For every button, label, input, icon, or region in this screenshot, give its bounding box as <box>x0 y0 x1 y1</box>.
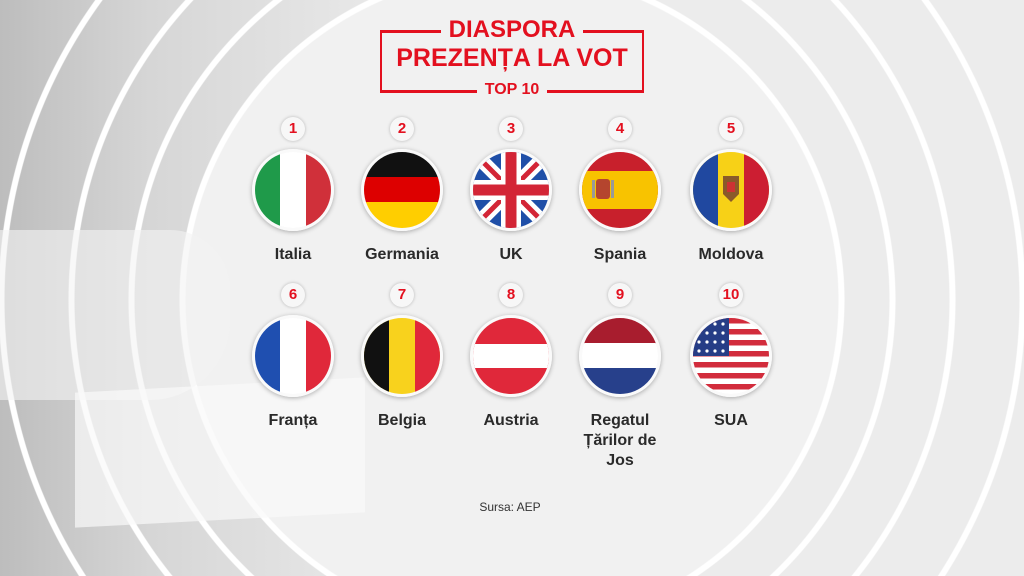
germany-flag-icon <box>361 149 443 231</box>
italy-flag-icon <box>252 149 334 231</box>
country-item: 8 Austria <box>459 283 563 431</box>
title-line1: DIASPORA <box>440 16 584 43</box>
country-name: Austria <box>483 412 539 429</box>
rank-badge: 10 <box>719 283 743 307</box>
country-name: Italia <box>274 246 312 263</box>
rank-badge: 2 <box>390 117 414 141</box>
moldova-flag-icon <box>690 149 772 231</box>
country-item: 1 Italia <box>241 117 345 265</box>
rank-badge: 7 <box>390 283 414 307</box>
austria-flag-icon <box>470 315 552 397</box>
rank-badge: 1 <box>281 117 305 141</box>
country-item: 4 Spania <box>568 117 672 265</box>
usa-flag-icon <box>690 315 772 397</box>
rank-badge: 4 <box>608 117 632 141</box>
rank-badge: 5 <box>719 117 743 141</box>
country-name: Franța <box>268 412 318 429</box>
title-block: DIASPORA PREZENȚA LA VOT TOP 10 <box>372 16 652 98</box>
rank-badge: 9 <box>608 283 632 307</box>
country-item: 5 Moldova <box>679 117 783 265</box>
country-item: 3 UK <box>459 117 563 265</box>
source-note: Sursa: AEP <box>479 500 541 514</box>
uk-flag-icon <box>470 149 552 231</box>
belgium-flag-icon <box>361 315 443 397</box>
country-name: Moldova <box>698 246 764 263</box>
title-line2: PREZENȚA LA VOT <box>388 44 636 72</box>
france-flag-icon <box>252 315 334 397</box>
country-name: SUA <box>714 412 748 429</box>
spain-flag-icon <box>579 149 661 231</box>
title-line3: TOP 10 <box>476 81 548 98</box>
faded-hand-photo <box>0 230 230 400</box>
country-item: 7 Belgia <box>350 283 454 431</box>
country-item: 10 SUA <box>679 283 783 431</box>
netherlands-flag-icon <box>579 315 661 397</box>
country-name: Belgia <box>377 412 426 429</box>
country-item: 6 Franța <box>241 283 345 431</box>
country-name: Spania <box>593 246 647 263</box>
rank-badge: 8 <box>499 283 523 307</box>
country-name: UK <box>499 246 523 263</box>
country-item: 2 Germania <box>350 117 454 265</box>
rank-badge: 6 <box>281 283 305 307</box>
rank-badge: 3 <box>499 117 523 141</box>
country-name: Regatul Țărilor de Jos <box>583 412 657 469</box>
country-item: 9 Regatul Țărilor de Jos <box>568 283 672 471</box>
country-name: Germania <box>365 246 439 263</box>
